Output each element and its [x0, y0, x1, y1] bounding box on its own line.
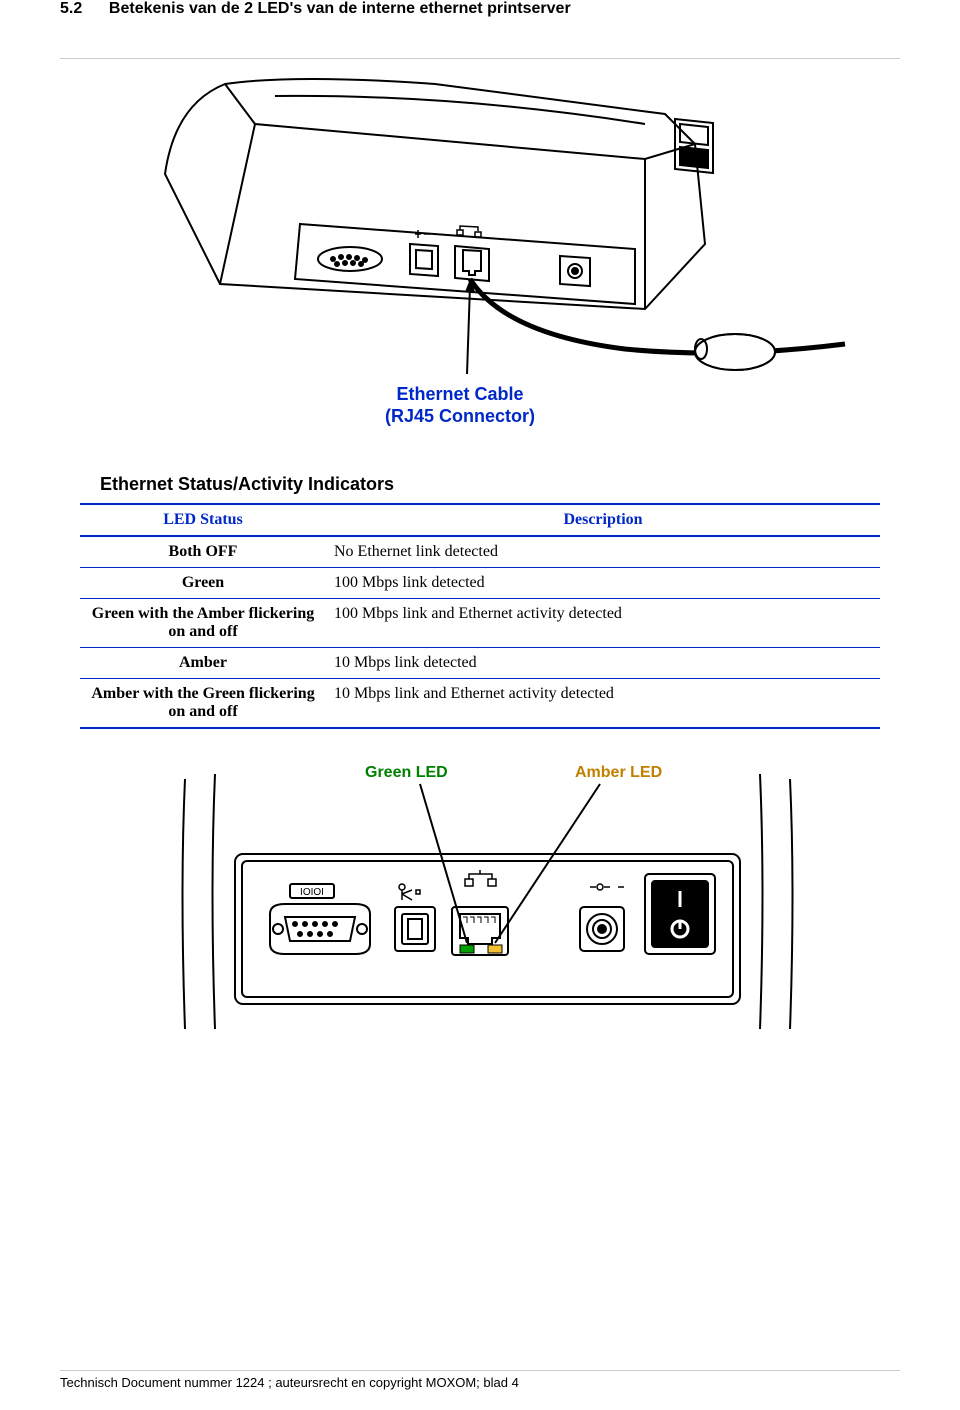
cable-label-line2: (RJ45 Connector): [385, 406, 535, 426]
section-heading: 5.2 Betekenis van de 2 LED's van de inte…: [60, 0, 900, 18]
ethernet-cable-label: Ethernet Cable (RJ45 Connector): [385, 384, 535, 427]
cell-status: Amber: [80, 648, 326, 679]
cell-status: Green with the Amber flickering on and o…: [80, 599, 326, 648]
table-header-description: Description: [326, 504, 880, 536]
green-led-icon: [460, 945, 474, 953]
cell-desc: 100 Mbps link and Ethernet activity dete…: [326, 599, 880, 648]
table-row: Green with the Amber flickering on and o…: [80, 599, 880, 648]
rear-panel-svg: IOIOI: [130, 759, 830, 1059]
cell-desc: 10 Mbps link and Ethernet activity detec…: [326, 679, 880, 729]
cell-status: Green: [80, 568, 326, 599]
figure-ethernet-cable: Ethernet Cable (RJ45 Connector): [105, 74, 855, 444]
svg-text:IOIOI: IOIOI: [300, 887, 324, 898]
table-row: Amber 10 Mbps link detected: [80, 648, 880, 679]
cable-label-line1: Ethernet Cable: [397, 384, 524, 404]
green-led-label: Green LED: [365, 764, 448, 782]
cell-status: Amber with the Green flickering on and o…: [80, 679, 326, 729]
table-header-status: LED Status: [80, 504, 326, 536]
cell-desc: 10 Mbps link detected: [326, 648, 880, 679]
section-title-text: Betekenis van de 2 LED's van de interne …: [109, 0, 571, 17]
section-number: 5.2: [60, 0, 82, 17]
cell-desc: 100 Mbps link detected: [326, 568, 880, 599]
separator-line: [60, 58, 900, 59]
led-status-table: LED Status Description Both OFF No Ether…: [80, 503, 880, 729]
amber-led-icon: [488, 945, 502, 953]
figure-led-locations: Green LED Amber LED: [130, 759, 830, 1059]
table-row: Amber with the Green flickering on and o…: [80, 679, 880, 729]
table-row: Green 100 Mbps link detected: [80, 568, 880, 599]
cell-status: Both OFF: [80, 536, 326, 568]
indicators-heading: Ethernet Status/Activity Indicators: [100, 474, 900, 495]
table-row: Both OFF No Ethernet link detected: [80, 536, 880, 568]
cell-desc: No Ethernet link detected: [326, 536, 880, 568]
page-footer: Technisch Document nummer 1224 ; auteurs…: [60, 1370, 900, 1390]
amber-led-label: Amber LED: [575, 764, 662, 782]
